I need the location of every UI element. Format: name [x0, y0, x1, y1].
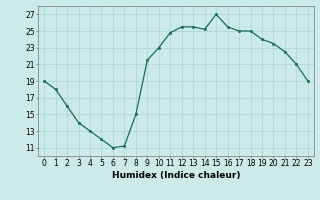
X-axis label: Humidex (Indice chaleur): Humidex (Indice chaleur): [112, 171, 240, 180]
